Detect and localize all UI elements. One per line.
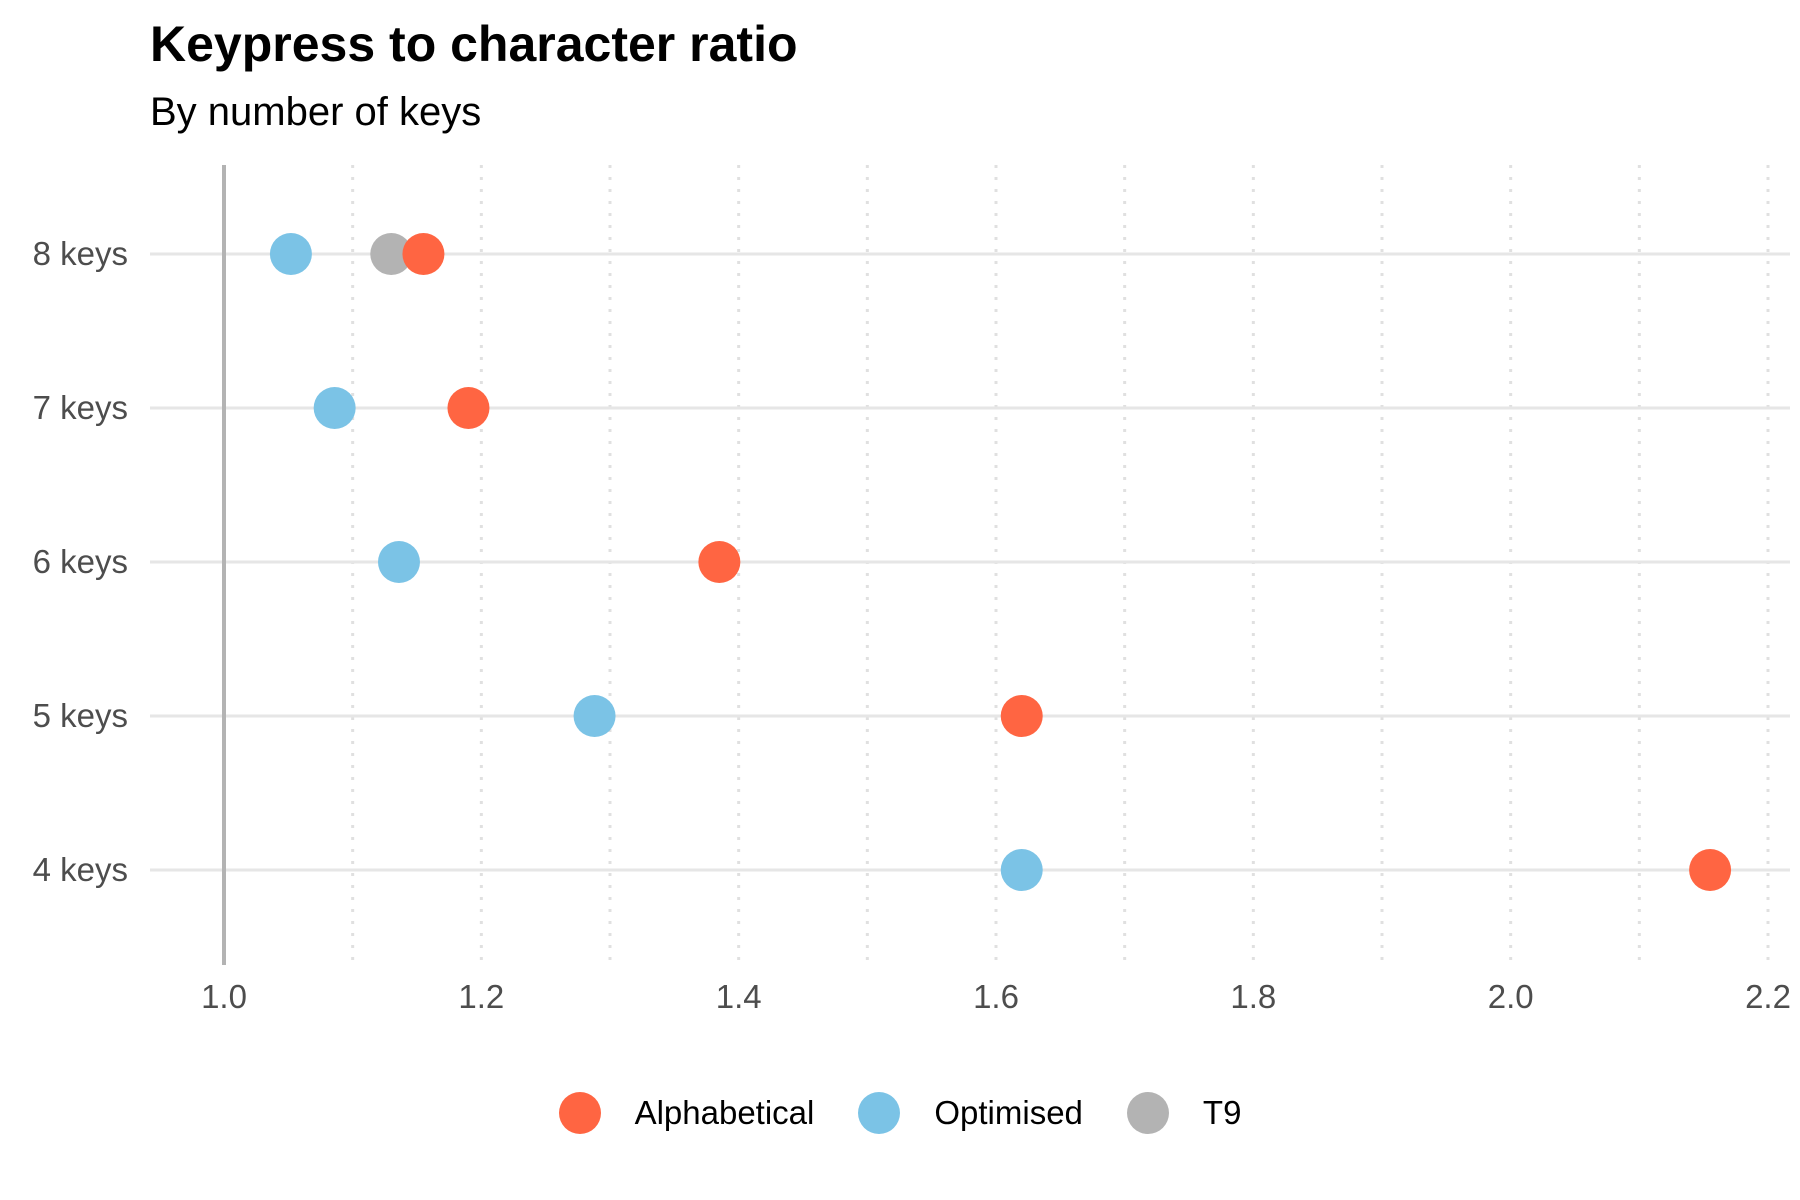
data-point-optimised	[377, 541, 420, 583]
chart-subtitle: By number of keys	[150, 90, 482, 134]
x-tick-label: 1.2	[458, 978, 504, 1015]
x-tick-label: 1.4	[716, 978, 762, 1015]
x-tick-label: 1.8	[1230, 978, 1276, 1015]
data-point-alphabetical	[447, 387, 490, 429]
data-point-optimised	[1000, 849, 1043, 891]
legend-item-t9[interactable]: T9	[1126, 1092, 1242, 1134]
y-tick-label: 7 keys	[33, 389, 128, 426]
data-point-alphabetical	[1689, 849, 1732, 891]
x-tick-label: 2.2	[1745, 978, 1791, 1015]
data-point-optimised	[573, 695, 616, 737]
x-tick-label: 2.0	[1488, 978, 1534, 1015]
data-point-alphabetical	[402, 233, 445, 275]
data-point-t9	[370, 233, 413, 275]
legend-key-alphabetical	[558, 1092, 601, 1134]
data-point-alphabetical	[1000, 695, 1043, 737]
data-point-optimised	[269, 233, 312, 275]
legend-label-optimised: Optimised	[934, 1094, 1083, 1131]
chart-title: Keypress to character ratio	[150, 16, 798, 72]
legend-item-optimised[interactable]: Optimised	[858, 1092, 1083, 1134]
y-tick-label: 4 keys	[33, 851, 128, 888]
legend-item-alphabetical[interactable]: Alphabetical	[558, 1092, 815, 1134]
data-point-optimised	[313, 387, 356, 429]
legend: Alphabetical Optimised T9	[0, 1092, 1800, 1134]
y-tick-label: 6 keys	[33, 543, 128, 580]
legend-label-t9: T9	[1202, 1094, 1242, 1131]
y-tick-label: 8 keys	[33, 235, 128, 272]
y-tick-label: 5 keys	[33, 697, 128, 734]
dot-plot: 1.0 1.2 1.4 1.6 1.8 2.0 2.2 4 keys 5 keys 6 keys 7…	[33, 165, 1791, 1015]
data-point-alphabetical	[698, 541, 741, 583]
x-tick-label: 1.6	[973, 978, 1019, 1015]
legend-key-t9	[1126, 1092, 1169, 1134]
legend-label-alphabetical: Alphabetical	[634, 1094, 815, 1131]
legend-key-optimised	[858, 1092, 901, 1134]
x-tick-label: 1.0	[201, 978, 247, 1015]
